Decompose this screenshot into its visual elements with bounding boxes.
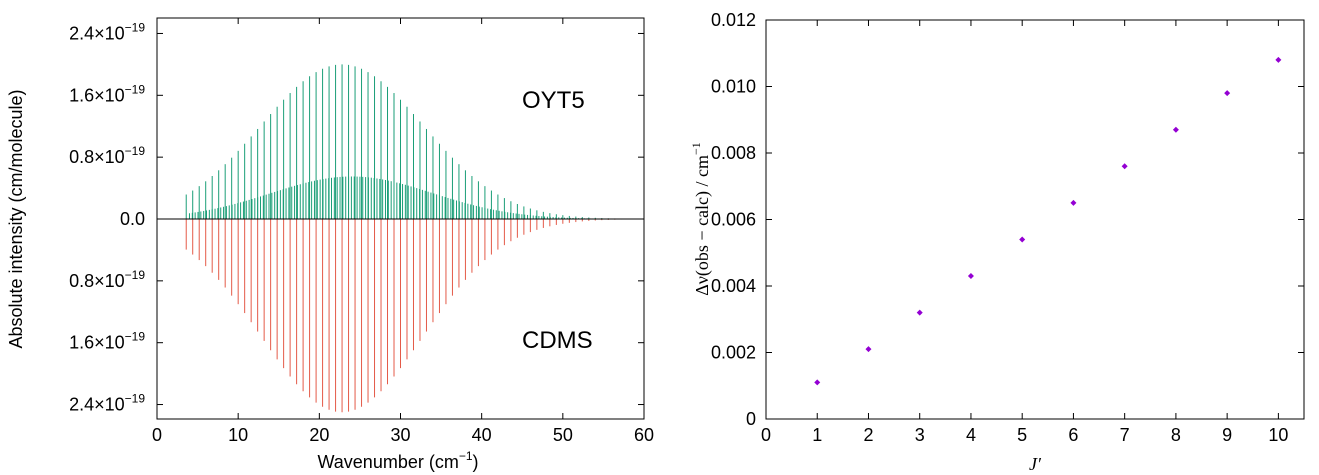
y-tick-label: 0.012 [711, 10, 756, 30]
x-tick-label: 50 [553, 425, 573, 445]
scatter-point [1275, 56, 1282, 63]
x-tick-label: 0 [761, 425, 771, 445]
x-tick-label: 0 [152, 425, 162, 445]
residuals-y-axis-title: Δν(obs − calc) / cm−1 [689, 142, 713, 296]
spectrum-sticks [185, 64, 622, 413]
spectrum-y-axis-title: Absolute intensity (cm/molecule) [6, 89, 26, 348]
y-tick-label: 0.0 [120, 209, 145, 229]
x-tick-label: 5 [1017, 425, 1027, 445]
spectrum-x-axis-title: Wavenumber (cm−1) [317, 449, 478, 472]
scatter-point [916, 309, 923, 316]
residuals-x-axis-title: J′ [1029, 454, 1042, 474]
scatter-point [1121, 163, 1128, 170]
y-tick-label: 2.4×10−19 [69, 20, 145, 43]
annotation-cdms: CDMS [522, 327, 593, 354]
x-tick-label: 6 [1068, 425, 1078, 445]
scatter-point [1224, 90, 1231, 97]
x-tick-label: 60 [634, 425, 654, 445]
scatter-point [814, 379, 821, 386]
annotation-oyt5: OYT5 [522, 87, 585, 114]
y-tick-label: 0 [746, 409, 756, 429]
x-tick-label: 8 [1171, 425, 1181, 445]
x-tick-label: 20 [309, 425, 329, 445]
scatter-point [967, 273, 974, 280]
y-tick-label: 1.6×10−19 [69, 330, 145, 353]
residuals-plot-frame [765, 19, 1305, 420]
y-tick-label: 1.6×10−19 [69, 82, 145, 105]
x-tick-label: 1 [812, 425, 822, 445]
y-tick-label: 2.4×10−19 [69, 392, 145, 415]
x-tick-label: 7 [1120, 425, 1130, 445]
residuals-points [814, 56, 1282, 386]
residuals-panel: 0 1 2 3 4 5 6 7 8 9 10 0 0.002 0.004 0.006 0.008 0.010 0.… [689, 10, 1305, 474]
scatter-point [1172, 126, 1179, 133]
x-tick-label: 2 [863, 425, 873, 445]
scatter-point [1019, 236, 1026, 243]
spectrum-panel: 0 10 20 30 40 50 60 2.4×10−19 1.6×10−19 0.8×10−19… [6, 17, 654, 472]
x-tick-label: 10 [1268, 425, 1288, 445]
x-tick-label: 4 [966, 425, 976, 445]
x-tick-label: 3 [915, 425, 925, 445]
y-tick-label: 0.006 [711, 210, 756, 230]
spectrum-ticks: 0 10 20 30 40 50 60 2.4×10−19 1.6×10−19 0.8×10−19… [69, 18, 654, 445]
y-tick-label: 0.002 [711, 343, 756, 363]
scatter-point [865, 346, 872, 353]
y-tick-label: 0.004 [711, 276, 756, 296]
x-tick-label: 10 [228, 425, 248, 445]
x-tick-label: 9 [1222, 425, 1232, 445]
x-tick-label: 40 [472, 425, 492, 445]
y-tick-label: 0.010 [711, 77, 756, 97]
scatter-point [1070, 199, 1077, 206]
residuals-ticks: 0 1 2 3 4 5 6 7 8 9 10 0 0.002 0.004 0.006 0.008 0.010 0.… [711, 10, 1304, 445]
y-tick-label: 0.8×10−19 [69, 268, 145, 291]
y-tick-label: 0.008 [711, 143, 756, 163]
x-tick-label: 30 [390, 425, 410, 445]
y-tick-label: 0.8×10−19 [69, 144, 145, 167]
